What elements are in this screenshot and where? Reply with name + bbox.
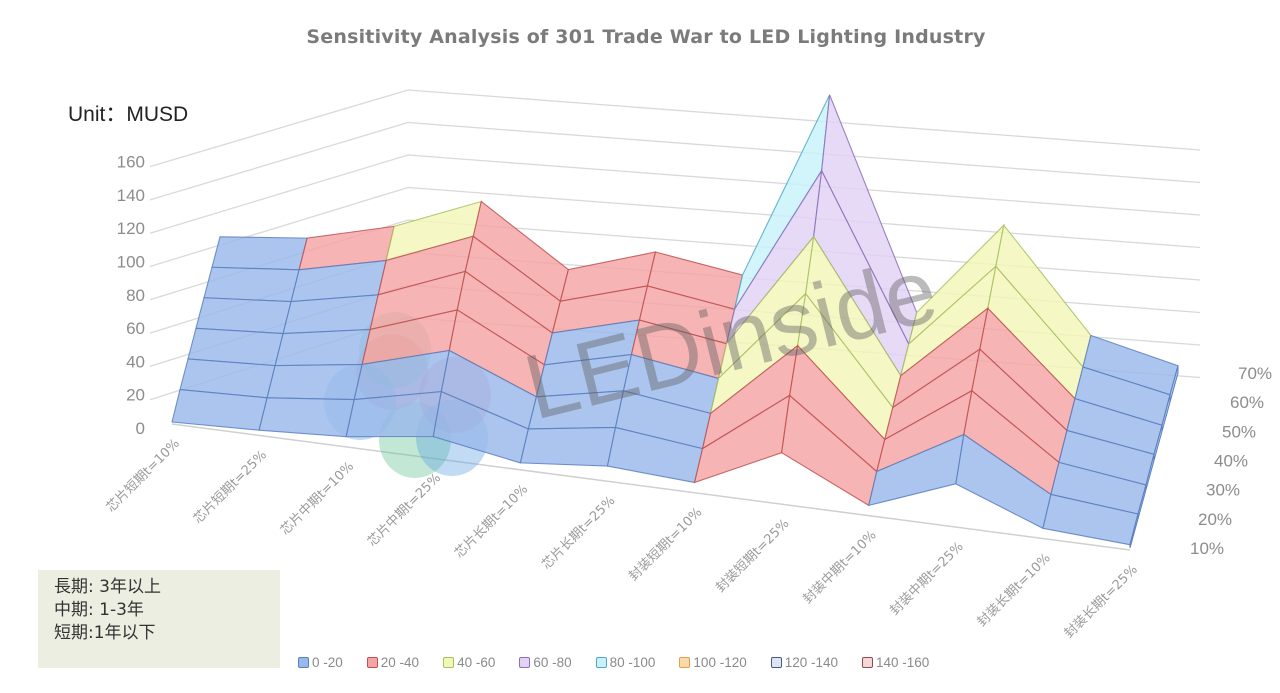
legend-item: 60 -80 [519, 655, 572, 670]
x-tick-label: 封装中期t=25% [888, 539, 967, 618]
legend-label: 100 -120 [693, 655, 747, 670]
depth-tick-label: 40% [1214, 452, 1248, 471]
surface-cell-0-4 [203, 266, 300, 303]
y-tick-label: 40 [126, 352, 145, 371]
surface-layer: LEDinside [171, 94, 1179, 549]
x-tick-label: 封装长期t=25% [1062, 562, 1141, 641]
legend-item: 40 -60 [443, 655, 495, 670]
x-tick-label: 芯片长期t=25% [539, 493, 618, 572]
legend-swatch [595, 657, 607, 668]
legend-label: 80 -100 [609, 655, 656, 670]
depth-tick-label: 60% [1230, 393, 1264, 412]
y-tick-label: 120 [117, 219, 145, 238]
depth-tick-label: 70% [1238, 364, 1272, 383]
depth-tick-label: 50% [1222, 422, 1256, 441]
legend-label: 120 -140 [784, 655, 839, 670]
x-tick-label: 芯片短期t=10% [104, 436, 183, 515]
note-long-term: 長期: 3年以上 [54, 577, 161, 597]
legend: 0 -20 20 -40 40 -60 60 -80 80 -100 100 -120 12… [298, 655, 953, 670]
depth-tick-label: 20% [1198, 510, 1232, 529]
x-tick-label: 芯片短期t=25% [191, 448, 270, 527]
x-tick-label: 芯片中期t=10% [278, 459, 357, 538]
legend-item: 100 -120 [679, 655, 747, 670]
y-tick-label: 80 [126, 286, 145, 305]
y-tick-label: 160 [117, 153, 145, 172]
x-tick-label: 封装短期t=10% [626, 505, 705, 584]
legend-swatch [770, 657, 782, 668]
surface-cell-0-5 [211, 236, 308, 271]
legend-label: 20 -40 [380, 655, 420, 670]
surface-cell-1-3 [282, 294, 379, 335]
legend-item: 120 -140 [770, 655, 839, 670]
legend-swatch [679, 657, 691, 668]
x-tick-label: 封装长期t=10% [975, 551, 1054, 630]
legend-swatch [519, 657, 531, 668]
y-tick-label: 0 [136, 419, 145, 438]
y-tick-label: 140 [117, 186, 145, 205]
depth-tick-label: 30% [1206, 481, 1240, 500]
term-note-box: 長期: 3年以上 中期: 1-3年 短期:1年以下 [38, 570, 280, 668]
legend-swatch [443, 657, 455, 668]
x-tick-label: 芯片中期t=25% [365, 471, 444, 550]
surface-cell-0-3 [195, 297, 292, 335]
x-tick-label: 封装短期t=25% [713, 516, 792, 595]
surface-cell-1-1 [266, 363, 363, 401]
legend-label: 140 -160 [876, 655, 930, 670]
legend-item: 20 -40 [366, 655, 420, 670]
gridline [149, 121, 1201, 201]
legend-item: 0 -20 [298, 655, 343, 670]
chart-title: Sensitivity Analysis of 301 Trade War to… [306, 26, 986, 48]
surface-cell-1-2 [274, 328, 371, 367]
x-tick-label: 芯片长期t=10% [452, 482, 531, 561]
gridline [149, 154, 1201, 234]
legend-item: 80 -100 [595, 655, 656, 670]
y-tick-label: 20 [126, 386, 145, 405]
note-mid-term: 中期: 1-3年 [54, 600, 144, 620]
x-tick-label: 封装中期t=10% [800, 528, 879, 607]
note-short-term: 短期:1年以下 [54, 623, 156, 643]
surface-cell-4-0 [519, 426, 617, 467]
legend-label: 60 -80 [533, 655, 572, 670]
legend-swatch [862, 657, 874, 668]
legend-swatch [298, 657, 309, 668]
unit-label: Unit：MUSD [68, 103, 189, 126]
legend-label: 40 -60 [457, 655, 496, 670]
legend-item: 140 -160 [862, 655, 929, 670]
legend-swatch [366, 657, 378, 668]
y-tick-label: 100 [117, 253, 145, 272]
legend-label: 0 -20 [312, 655, 343, 670]
gridline [149, 89, 1201, 168]
depth-tick-label: 10% [1190, 539, 1224, 558]
surface-cell-1-0 [258, 397, 355, 438]
surface-end-wall [1169, 365, 1179, 403]
y-tick-label: 60 [126, 319, 145, 338]
x-axis-line [171, 423, 1131, 551]
